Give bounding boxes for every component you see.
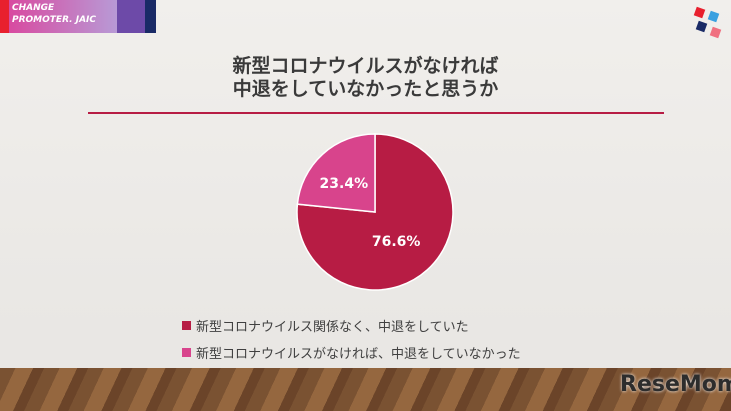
resemom-watermark: ReseMom — [620, 372, 731, 397]
chart-title: 新型コロナウイルスがなければ 中退をしていなかったと思うか — [232, 55, 499, 100]
data-label: 76.6% — [372, 234, 421, 250]
legend-label: 新型コロナウイルス関係なく、中退をしていた — [196, 320, 469, 335]
legend-item: 新型コロナウイルスがなければ、中退をしていなかった — [182, 343, 521, 362]
jaic-logo: CHANGE PROMOTER. JAIC — [0, 0, 156, 33]
title-divider — [88, 112, 664, 114]
legend-label: 新型コロナウイルスがなければ、中退をしていなかった — [196, 347, 521, 362]
logo-text: CHANGE PROMOTER. JAIC — [9, 0, 117, 33]
legend-item: 新型コロナウイルス関係なく、中退をしていた — [182, 316, 469, 335]
legend-swatch — [182, 348, 191, 357]
pie-slice — [296, 133, 376, 213]
wood-floor-background — [0, 368, 731, 411]
legend-swatch — [182, 321, 191, 330]
data-label: 23.4% — [320, 176, 369, 192]
